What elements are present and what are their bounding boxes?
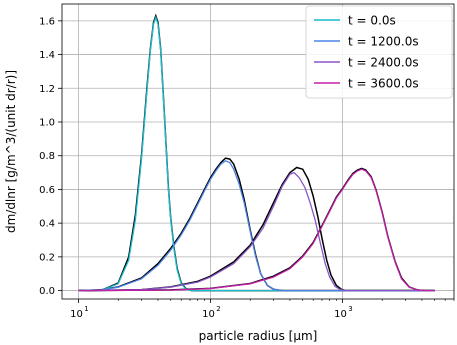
y-tick-label: 1.6	[39, 16, 55, 27]
reference-curve	[78, 166, 435, 292]
x-tick-exponent: 3	[348, 305, 352, 313]
legend-label: t = 0.0s	[348, 14, 396, 28]
series-line	[78, 15, 435, 292]
ticks: 10 1 10 2 10 30.00.20.40.60.81.01.21.41.6	[39, 16, 455, 320]
legend: t = 0.0s t = 1200.0s t = 2400.0s t = 3600.0…	[305, 5, 453, 99]
y-tick-label: 1.2	[39, 84, 55, 95]
plot-frame	[61, 3, 455, 300]
reference-curve	[78, 157, 435, 292]
series-line	[78, 171, 435, 292]
y-tick-label: 0.0	[39, 286, 55, 297]
x-axis-label: particle radius [μm]	[199, 329, 318, 343]
legend-box	[305, 5, 453, 99]
series-layer	[78, 13, 435, 292]
legend-label: t = 2400.0s	[348, 56, 419, 70]
y-tick-label: 1.4	[39, 50, 55, 61]
y-tick-label: 0.2	[39, 252, 55, 263]
x-tick-label: 10	[70, 309, 83, 320]
reference-curve	[78, 167, 435, 292]
legend-label: t = 3600.0s	[348, 77, 419, 91]
y-tick-label: 0.4	[39, 219, 55, 230]
x-tick-exponent: 2	[216, 305, 220, 313]
x-tick-exponent: 1	[84, 305, 88, 313]
x-tick-label: 10	[334, 309, 347, 320]
y-tick-label: 0.6	[39, 185, 55, 196]
y-tick-label: 1.0	[39, 118, 55, 129]
series-line	[78, 160, 435, 292]
y-tick-label: 0.8	[39, 151, 55, 162]
x-tick-label: 10	[202, 309, 215, 320]
y-axis-label: dm/dlnr [g/m^3/(unit dr/r)]	[4, 70, 18, 233]
series-line	[78, 168, 435, 292]
legend-label: t = 1200.0s	[348, 35, 419, 49]
